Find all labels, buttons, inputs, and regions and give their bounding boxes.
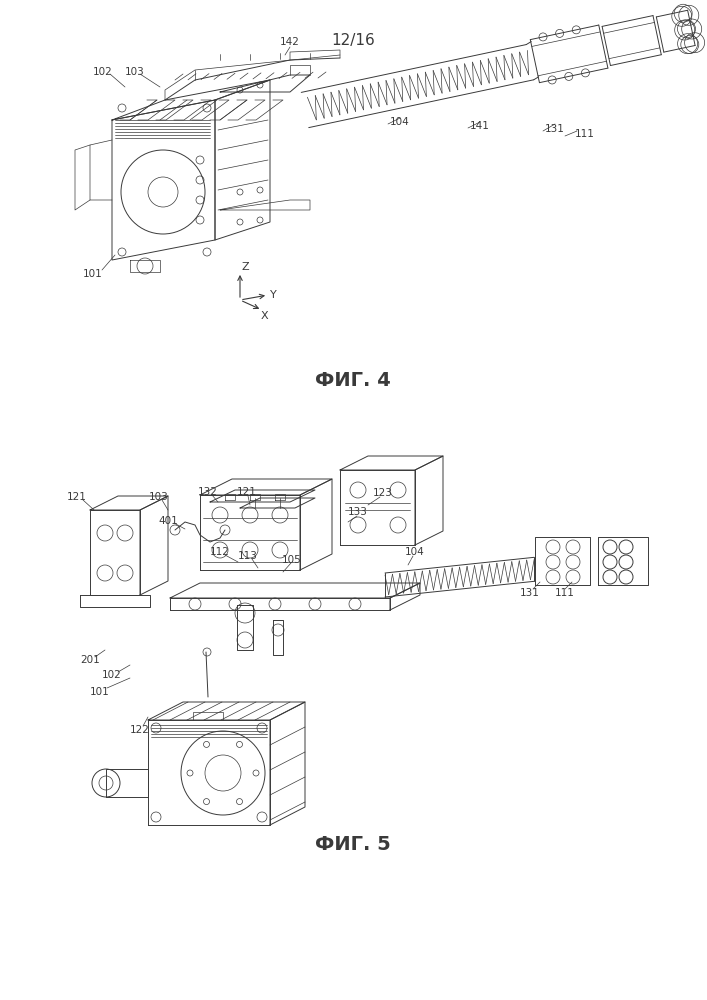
Text: 12/16: 12/16 xyxy=(331,32,375,47)
Text: 103: 103 xyxy=(149,492,169,502)
Text: 104: 104 xyxy=(390,117,410,127)
Text: 131: 131 xyxy=(520,588,540,598)
Text: ФИГ. 5: ФИГ. 5 xyxy=(315,836,391,854)
Text: 201: 201 xyxy=(80,655,100,665)
Text: Y: Y xyxy=(269,290,276,300)
Text: 141: 141 xyxy=(470,121,490,131)
Text: 401: 401 xyxy=(158,516,178,526)
Text: 102: 102 xyxy=(102,670,122,680)
Text: 133: 133 xyxy=(348,507,368,517)
Text: 112: 112 xyxy=(210,547,230,557)
Text: X: X xyxy=(260,311,268,321)
Text: 121: 121 xyxy=(237,487,257,497)
Text: 132: 132 xyxy=(198,487,218,497)
Text: ФИГ. 4: ФИГ. 4 xyxy=(315,370,391,389)
Text: 131: 131 xyxy=(545,124,565,134)
Text: 103: 103 xyxy=(125,67,145,77)
Text: 123: 123 xyxy=(373,488,393,498)
Text: 105: 105 xyxy=(282,555,302,565)
Text: 104: 104 xyxy=(405,547,425,557)
Text: 102: 102 xyxy=(93,67,113,77)
Text: 142: 142 xyxy=(280,37,300,47)
Text: 101: 101 xyxy=(90,687,110,697)
Text: 111: 111 xyxy=(555,588,575,598)
Text: 111: 111 xyxy=(575,129,595,139)
Text: 121: 121 xyxy=(67,492,87,502)
Text: 101: 101 xyxy=(83,269,103,279)
Text: Z: Z xyxy=(241,262,249,272)
Text: 122: 122 xyxy=(130,725,150,735)
Text: 113: 113 xyxy=(238,551,258,561)
